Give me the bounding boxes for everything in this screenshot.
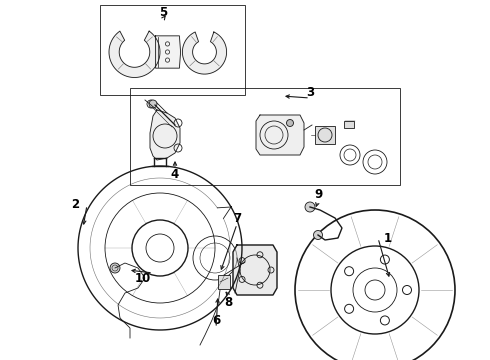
Bar [344,121,354,128]
Circle shape [287,120,294,126]
Polygon shape [156,36,181,68]
Circle shape [149,100,157,108]
Text: 6: 6 [212,314,220,327]
Bar [315,126,335,144]
Text: 8: 8 [224,297,232,310]
Circle shape [314,230,322,239]
Text: 1: 1 [384,231,392,244]
Text: 4: 4 [171,168,179,181]
Bar [100,5,245,95]
Circle shape [110,263,120,273]
Polygon shape [233,245,277,295]
Text: 9: 9 [314,189,322,202]
Text: 2: 2 [71,198,79,211]
Polygon shape [256,115,304,155]
Text: 5: 5 [159,6,167,19]
Polygon shape [109,31,160,77]
Circle shape [305,202,315,212]
Bar [218,275,230,289]
Polygon shape [182,32,226,74]
Text: 7: 7 [233,211,241,225]
Text: 3: 3 [306,85,314,99]
Text: 10: 10 [135,271,151,284]
Polygon shape [150,110,180,160]
Bar [130,88,400,185]
